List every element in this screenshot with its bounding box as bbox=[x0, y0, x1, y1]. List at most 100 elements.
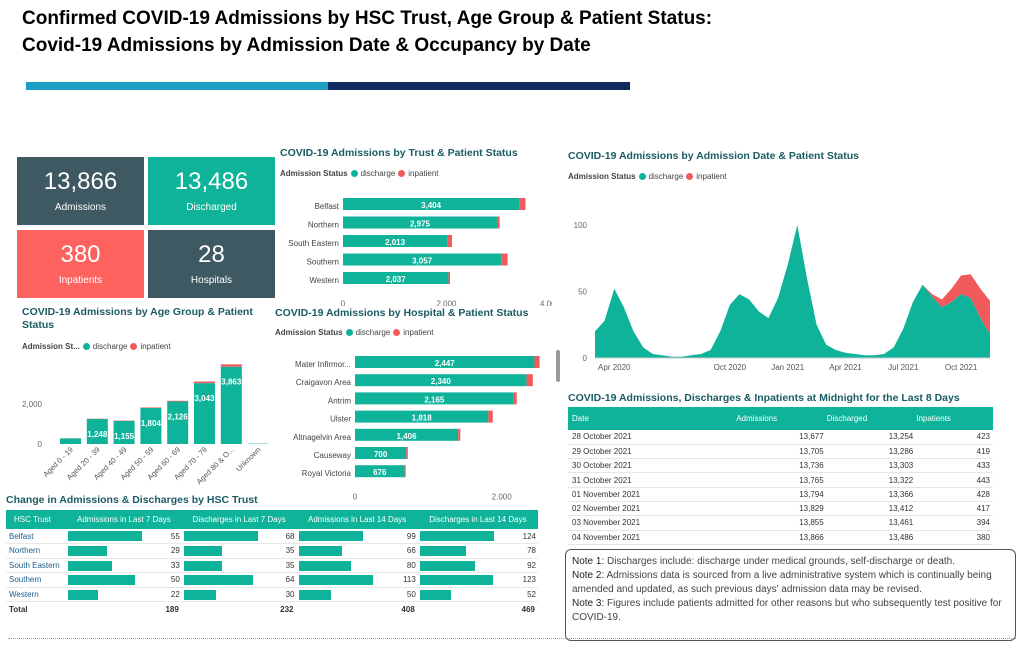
inpatient-bar bbox=[447, 235, 452, 247]
discharge-bar bbox=[355, 374, 527, 387]
table-row[interactable]: 28 October 2021 13,677 13,254 423 bbox=[568, 430, 993, 445]
discharge-bar bbox=[355, 356, 535, 368]
table-cell: 13,794 bbox=[799, 489, 824, 499]
table-row[interactable]: South Eastern 33 35 80 92 bbox=[6, 558, 538, 573]
bar-cell: 123 bbox=[418, 573, 538, 588]
hospital-chart[interactable]: 0 2,000 Mater Infirmor... 2,447 Craigavon Ar… bbox=[270, 348, 552, 500]
bar-value-label: 3,404 bbox=[421, 201, 442, 210]
x-tick-label: Unknown bbox=[234, 445, 262, 473]
discharge-legend-dot bbox=[345, 329, 353, 336]
inpatient-bar bbox=[194, 381, 215, 384]
page-title-line1: Confirmed COVID-19 Admissions by HSC Tru… bbox=[22, 8, 713, 29]
table-row[interactable]: 30 October 2021 13,736 13,303 433 bbox=[568, 459, 993, 473]
discharge-bar bbox=[194, 383, 215, 444]
bar-value: 52 bbox=[527, 589, 536, 599]
bar-cell: 80 bbox=[297, 558, 418, 573]
page-title-line2: Covid-19 Admissions by Admission Date & … bbox=[22, 35, 591, 56]
discharge-bar bbox=[343, 216, 497, 229]
table-row[interactable]: Western 22 30 50 52 bbox=[6, 587, 538, 602]
legend-title: Admission Status bbox=[280, 169, 348, 178]
table-row[interactable]: 29 October 2021 13,705 13,286 419 bbox=[568, 444, 993, 459]
data-bar bbox=[183, 531, 258, 541]
trust-name-cell: Belfast bbox=[9, 531, 34, 541]
y-tick-label: 50 bbox=[578, 287, 587, 296]
table-row[interactable]: 31 October 2021 13,765 13,322 443 bbox=[568, 473, 993, 488]
table-row[interactable]: 04 November 2021 13,866 13,486 380 bbox=[568, 530, 993, 545]
col-adm-7[interactable]: Admissions in Last 7 Days bbox=[76, 515, 171, 524]
category-label: Craigavon Area bbox=[296, 378, 352, 387]
data-bar bbox=[419, 560, 475, 571]
col-inpatients[interactable]: Inpatients bbox=[916, 414, 951, 423]
x-tick-label: Jul 2021 bbox=[888, 363, 919, 372]
change-table-title: Change in Admissions & Discharges by HSC… bbox=[6, 494, 258, 506]
table-row[interactable]: 01 November 2021 13,794 13,366 428 bbox=[568, 487, 993, 502]
col-dis-7[interactable]: Discharges in Last 7 Days bbox=[192, 515, 286, 524]
table-row[interactable]: 02 November 2021 13,829 13,412 417 bbox=[568, 501, 993, 516]
bar-value: 92 bbox=[527, 560, 536, 570]
bar-value-label: 2,013 bbox=[385, 238, 406, 247]
scrollbar-thumb[interactable] bbox=[556, 350, 560, 382]
bar-value: 80 bbox=[406, 560, 416, 570]
category-label: Causeway bbox=[314, 451, 351, 460]
col-date[interactable]: Date bbox=[572, 414, 589, 423]
table-row[interactable]: 03 November 2021 13,855 13,461 394 bbox=[568, 516, 993, 531]
admissions-label: Admissions bbox=[54, 201, 107, 213]
data-bar bbox=[183, 589, 217, 600]
total-cell: Total bbox=[9, 604, 28, 614]
daily-header-row: Date Admissions Discharged Inpatients bbox=[568, 407, 993, 430]
x-tick-label: 0 bbox=[353, 492, 358, 500]
bar-cell: 50 bbox=[66, 573, 182, 588]
table-cell: 13,765 bbox=[799, 475, 824, 485]
category-label: Ulster bbox=[330, 415, 351, 424]
discharge-bar bbox=[86, 419, 108, 444]
hospitals-card[interactable]: 28 Hospitals bbox=[148, 230, 275, 298]
legend-title: Admission Status bbox=[568, 172, 636, 181]
admissions-card[interactable]: 13,866 Admissions bbox=[17, 157, 144, 225]
table-row[interactable]: Northern 29 35 66 78 bbox=[6, 544, 538, 559]
col-dis-14[interactable]: Discharges in Last 14 Days bbox=[429, 515, 527, 524]
data-bar bbox=[68, 575, 136, 585]
inpatient-bar bbox=[526, 374, 533, 387]
col-adm-14[interactable]: Admissions in Last 14 Days bbox=[308, 515, 407, 524]
discharge-bar bbox=[343, 235, 448, 247]
discharge-bar bbox=[60, 438, 81, 444]
table-row[interactable]: Belfast 55 68 99 124 bbox=[6, 529, 538, 544]
inpatients-card[interactable]: 380 Inpatients bbox=[17, 230, 144, 298]
bar-cell: 22 bbox=[66, 587, 182, 602]
table-row[interactable]: Southern 50 64 113 123 bbox=[6, 573, 538, 588]
bar-cell: 50 bbox=[297, 587, 418, 602]
discharged-label: Discharged bbox=[186, 201, 237, 213]
bar-value-label: 3,863 bbox=[221, 378, 242, 387]
inpatient-bar bbox=[496, 216, 500, 229]
col-admissions[interactable]: Admissions bbox=[736, 414, 778, 423]
discharged-card[interactable]: 13,486 Discharged bbox=[148, 157, 275, 225]
data-bar bbox=[183, 575, 254, 585]
y-tick-label: 100 bbox=[574, 221, 588, 230]
discharge-bar bbox=[343, 253, 502, 266]
col-hsc-trust[interactable]: HSC Trust bbox=[14, 515, 51, 524]
bar-value: 99 bbox=[406, 531, 416, 541]
table-cell: 13,829 bbox=[799, 504, 824, 514]
hospital-chart-title: COVID-19 Admissions by Hospital & Patien… bbox=[275, 307, 529, 319]
date-chart[interactable]: 0 50 100 Apr 2020 Oct 2020 Jan 2021 Apr 2021 Ju… bbox=[560, 195, 1010, 375]
x-tick-label: Jan 2021 bbox=[771, 363, 804, 372]
bar-cell: 29 bbox=[66, 544, 182, 559]
trust-chart[interactable]: 0 2,000 4,000 Belfast 3,404 Northern 2,975 Sout… bbox=[270, 188, 552, 306]
total-cell: 469 bbox=[521, 604, 535, 614]
bar-value: 22 bbox=[170, 589, 180, 599]
bar-cell: 99 bbox=[297, 529, 418, 544]
note-3-text: Figures include patients admitted for ot… bbox=[572, 598, 1002, 623]
y-tick-label: 2,000 bbox=[22, 400, 43, 409]
data-bar bbox=[68, 531, 142, 541]
bar-cell: 52 bbox=[418, 587, 538, 602]
table-cell: 13,866 bbox=[799, 532, 824, 542]
discharge-bar bbox=[355, 428, 459, 441]
note-1: Note 1: Discharges include: discharge un… bbox=[572, 555, 1009, 569]
page-divider bbox=[8, 638, 1016, 639]
col-discharged[interactable]: Discharged bbox=[826, 414, 868, 423]
trust-name-cell: South Eastern bbox=[9, 560, 60, 570]
date-legend: Admission Status discharge inpatient bbox=[568, 172, 727, 181]
change-header-row: HSC Trust Admissions in Last 7 Days Disc… bbox=[6, 510, 538, 529]
note-1-text: Discharges include: discharge under medi… bbox=[604, 556, 955, 567]
